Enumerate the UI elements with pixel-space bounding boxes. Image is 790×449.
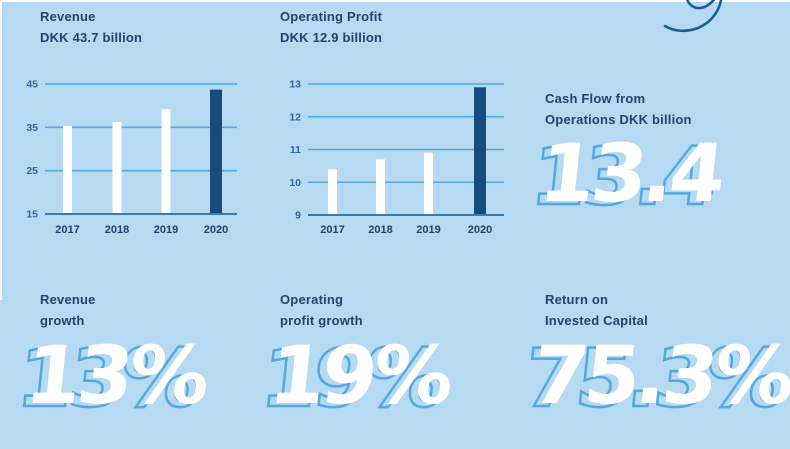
operating-profit-growth-label: Operating profit growth [280,289,449,331]
roic-label-line2: Invested Capital [545,313,648,328]
operating-profit-chart-header: Operating Profit DKK 12.9 billion [280,6,382,48]
cash-flow-label: Cash Flow from Operations DKK billion [545,88,721,130]
revenue-chart-subtitle: DKK 43.7 billion [40,30,143,45]
svg-text:25: 25 [26,165,38,177]
revenue-chart-header: Revenue DKK 43.7 billion [40,6,142,48]
svg-text:45: 45 [26,79,38,91]
roic-value-text: 75.3% [528,329,790,422]
svg-text:2018: 2018 [105,224,129,236]
stat-revenue-growth: Revenue growth 13% 13% [12,289,211,426]
left-edge-border [0,0,2,300]
decorative-script-stroke-icon [663,0,723,33]
revenue-growth-label: Revenue growth [40,289,205,331]
roic-value: 75.3% 75.3% [519,329,790,426]
svg-text:15: 15 [26,209,38,221]
stat-return-on-invested-capital: Return on Invested Capital 75.3% 75.3% [519,289,790,426]
operating-profit-chart-title: Operating Profit [280,9,383,24]
operating-profit-growth-label-line2: profit growth [280,313,363,328]
stat-cash-flow: Cash Flow from Operations DKK billion 13… [526,88,727,224]
roic-label: Return on Invested Capital [545,289,790,331]
operating-profit-bar-chart: 9 10 11 12 13 2017 2018 2019 2020 [289,79,504,236]
cash-flow-value: 13.4 13.4 [526,127,727,224]
svg-text:35: 35 [26,122,38,134]
cash-flow-value-text: 13.4 [535,127,727,220]
svg-text:2017: 2017 [320,224,344,236]
revenue-bar-chart: 15 25 35 45 2017 2018 2019 2020 [26,79,237,236]
svg-text:2018: 2018 [368,224,392,236]
svg-text:12: 12 [289,111,301,123]
roic-label-line1: Return on [545,292,609,307]
svg-text:2017: 2017 [55,224,79,236]
svg-text:9: 9 [295,210,301,222]
operating-profit-growth-value-text: 19% [265,329,455,422]
svg-text:11: 11 [290,144,301,156]
cash-flow-label-line2: Operations DKK billion [545,112,692,127]
svg-text:2019: 2019 [154,224,178,236]
revenue-chart-title: Revenue [40,9,96,24]
svg-text:2020: 2020 [468,224,492,236]
revenue-growth-label-line2: growth [40,313,85,328]
stat-operating-profit-growth: Operating profit growth 19% 19% [256,289,455,426]
operating-profit-growth-label-line1: Operating [280,292,344,307]
svg-text:2019: 2019 [416,224,440,236]
top-edge-border [0,0,790,2]
svg-text:13: 13 [289,79,301,91]
operating-profit-chart-subtitle: DKK 12.9 billion [280,30,383,45]
svg-text:10: 10 [289,177,301,189]
revenue-growth-value: 13% 13% [12,329,211,426]
revenue-growth-label-line1: Revenue [40,292,96,307]
revenue-growth-value-text: 13% [21,329,211,422]
operating-profit-growth-value: 19% 19% [256,329,455,426]
svg-text:2020: 2020 [204,224,228,236]
cash-flow-label-line1: Cash Flow from [545,91,646,106]
